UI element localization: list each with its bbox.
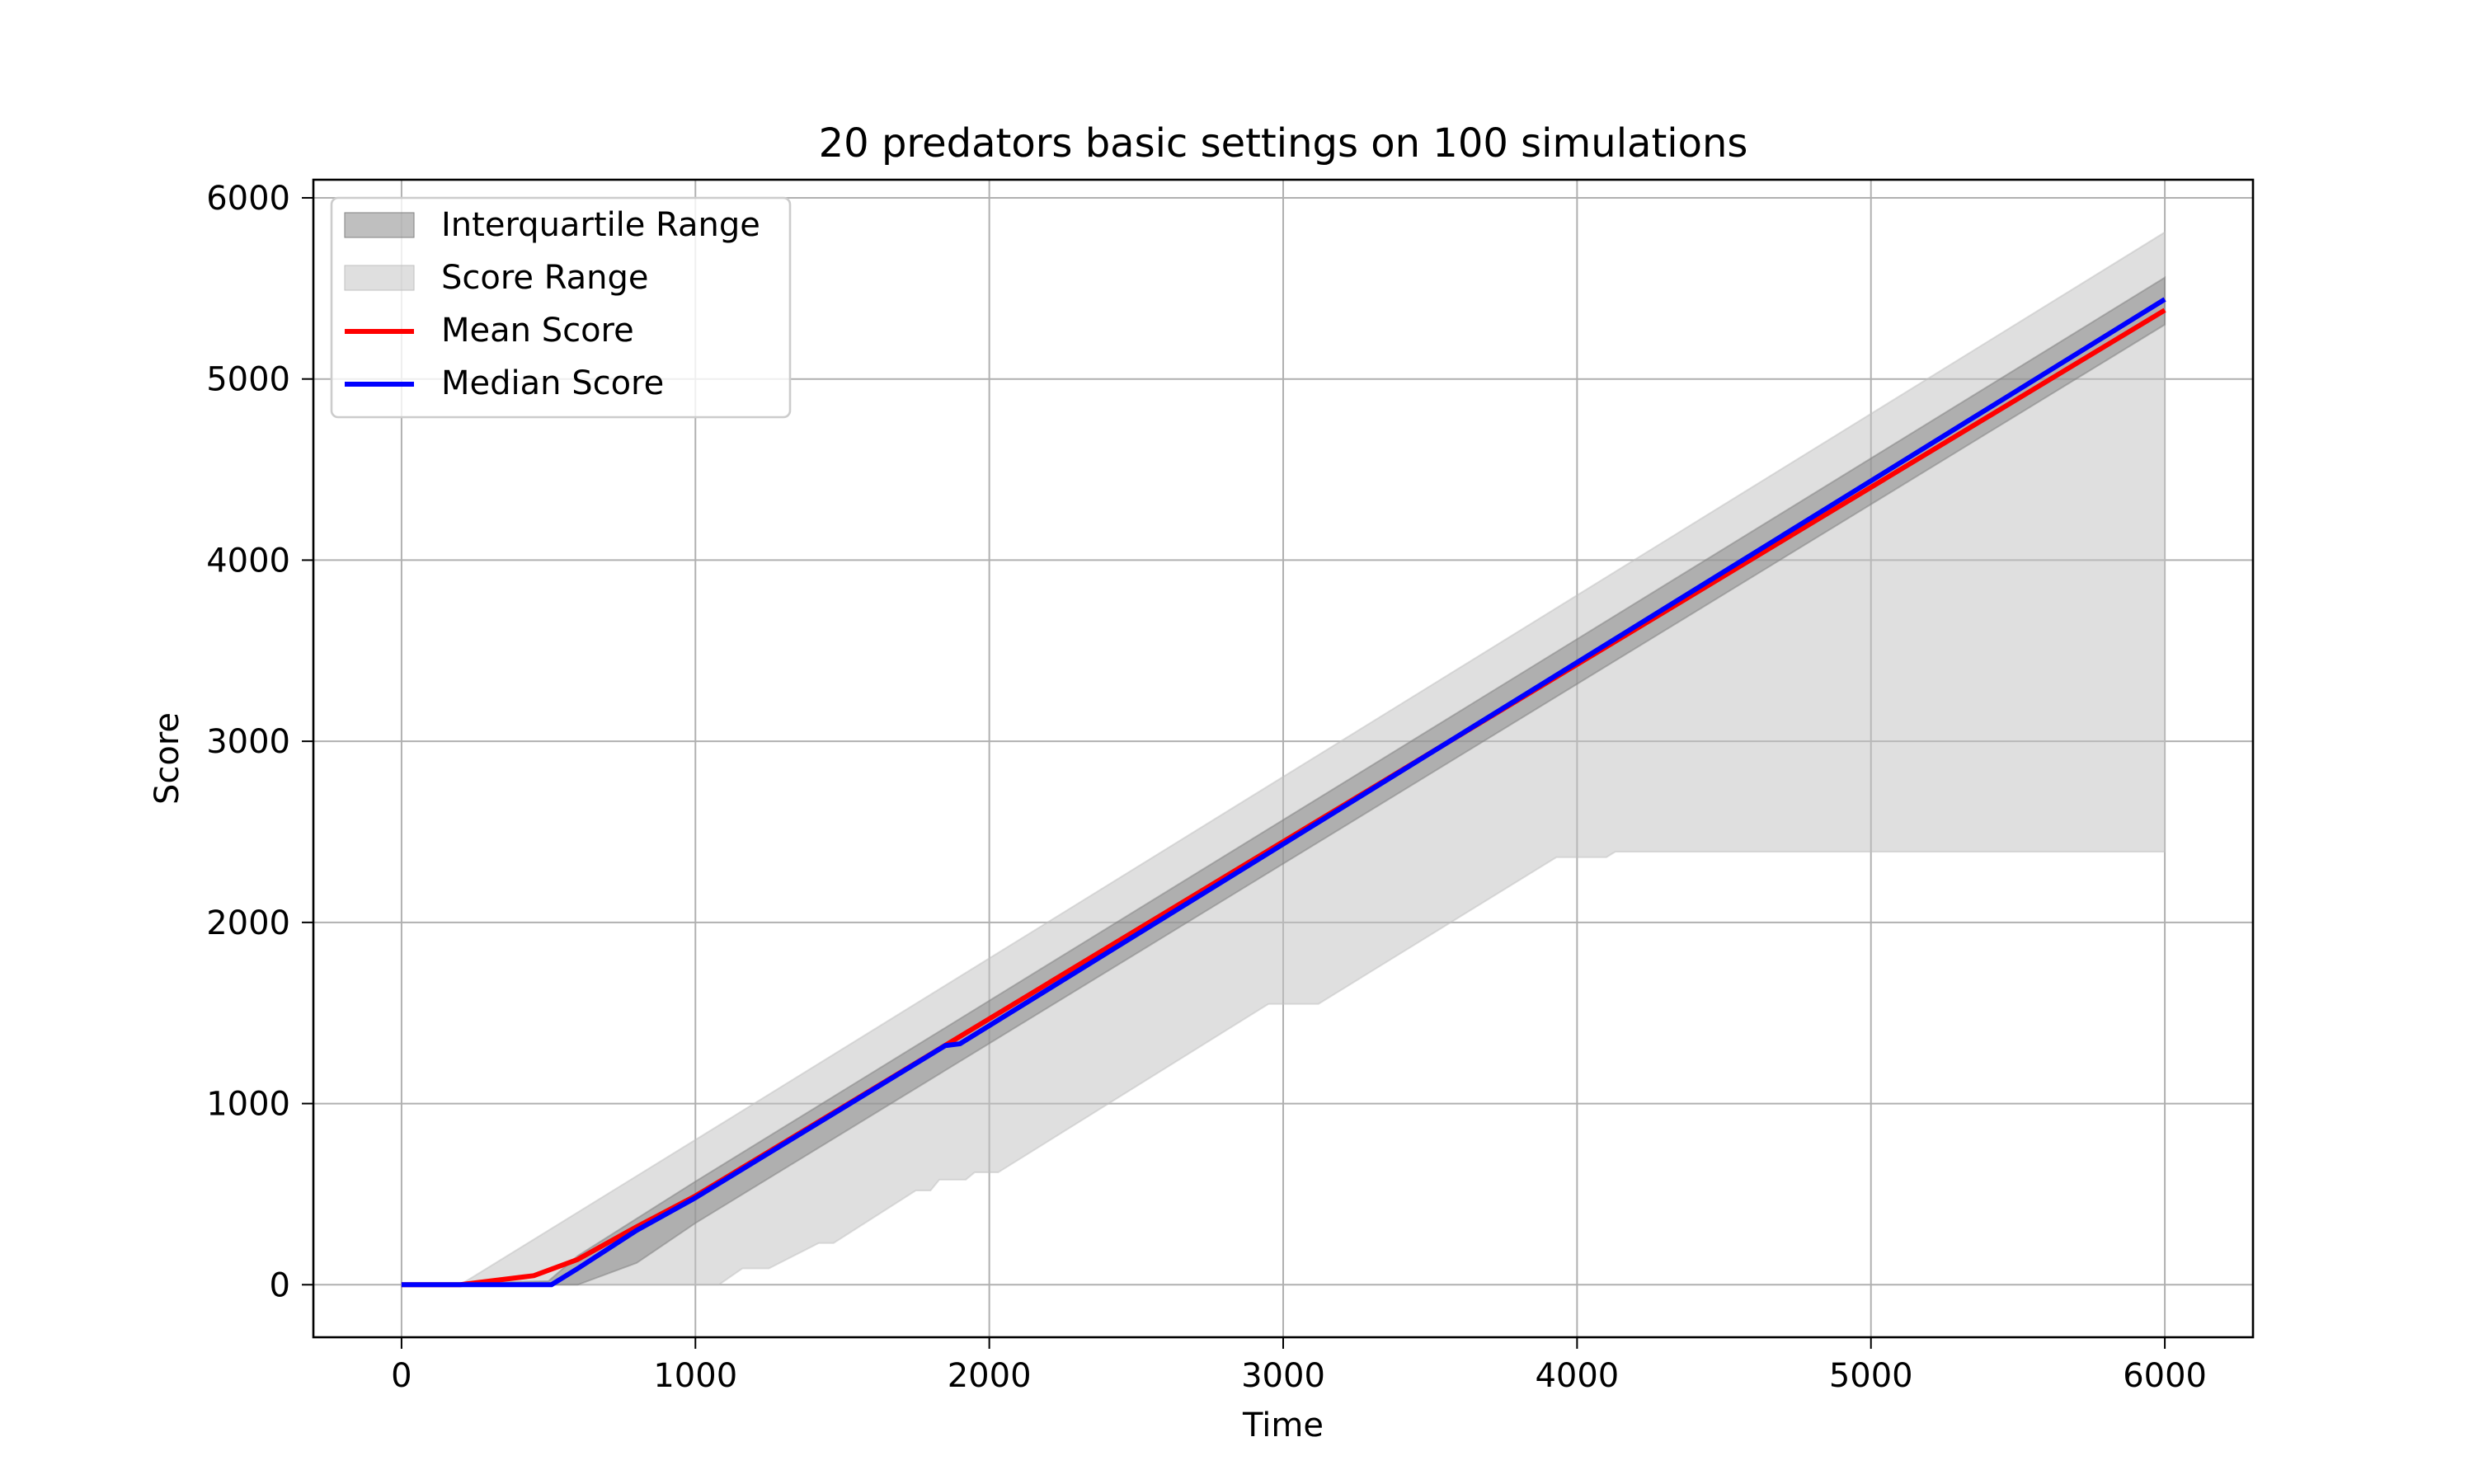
y-tick-label: 4000 [206, 542, 290, 580]
legend-swatch-interquartile [344, 212, 415, 238]
band-score-range [401, 230, 2166, 1286]
legend-label-mean: Mean Score [441, 312, 634, 350]
y-tick-label: 6000 [206, 180, 290, 218]
y-axis-label: Score [148, 712, 186, 805]
x-tick-label: 2000 [948, 1357, 1032, 1395]
legend-box [330, 196, 792, 419]
x-tick-label: 0 [391, 1357, 412, 1395]
x-tick-label: 3000 [1241, 1357, 1325, 1395]
x-tick-label: 5000 [1829, 1357, 1913, 1395]
chart-title: 20 predators basic settings on 100 simul… [819, 120, 1748, 167]
x-axis-label: Time [1242, 1407, 1324, 1444]
x-tick-label: 1000 [653, 1357, 737, 1395]
legend-label-median: Median Score [441, 364, 664, 402]
line-median-score [401, 297, 2166, 1288]
y-tick-label: 5000 [206, 361, 290, 399]
x-tick-label: 6000 [2123, 1357, 2207, 1395]
x-tick-label: 4000 [1535, 1357, 1619, 1395]
y-tick-label: 1000 [206, 1086, 290, 1124]
y-tick-label: 2000 [206, 904, 290, 942]
legend-label-score-range: Score Range [441, 259, 649, 297]
legend-label-interquartile: Interquartile Range [441, 206, 760, 244]
legend: Interquartile Range Score Range Mean Sco… [330, 196, 792, 419]
y-tick-label: 3000 [206, 723, 290, 761]
legend-swatch-score-range [344, 265, 415, 291]
y-tick-label: 0 [270, 1266, 290, 1304]
tick-layer: 0 1000 2000 3000 4000 5000 6000 0 1000 2000 3000 40… [206, 180, 2207, 1395]
line-layer [401, 297, 2166, 1288]
